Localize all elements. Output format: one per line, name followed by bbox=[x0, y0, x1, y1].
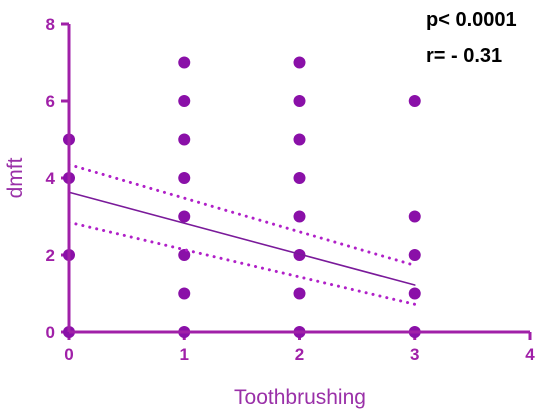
data-point bbox=[178, 95, 191, 107]
x-tick-label: 3 bbox=[410, 345, 419, 364]
data-point bbox=[293, 210, 306, 223]
y-tick-label: 2 bbox=[46, 246, 55, 265]
data-point bbox=[408, 287, 421, 300]
x-tick-label: 0 bbox=[64, 345, 73, 364]
confidence-band-lower bbox=[67, 220, 417, 306]
data-points bbox=[63, 56, 421, 338]
data-point bbox=[293, 56, 306, 69]
y-tick-label: 0 bbox=[46, 323, 55, 342]
x-tick-label: 1 bbox=[180, 345, 189, 364]
regression-line bbox=[68, 191, 416, 286]
y-axis-title: dmft bbox=[4, 157, 27, 198]
regression-lines bbox=[67, 163, 417, 306]
data-point bbox=[178, 172, 191, 184]
y-tick-label: 6 bbox=[46, 92, 55, 111]
y-tick-label: 8 bbox=[46, 15, 55, 34]
data-point bbox=[408, 95, 421, 107]
data-point bbox=[293, 133, 306, 146]
data-point bbox=[293, 172, 306, 184]
x-axis-title: Toothbrushing bbox=[234, 386, 366, 409]
data-point bbox=[293, 95, 306, 107]
r-value-annotation: r= - 0.31 bbox=[426, 45, 502, 67]
data-point bbox=[408, 210, 421, 223]
data-point bbox=[293, 249, 306, 261]
confidence-band-upper bbox=[67, 163, 417, 267]
x-tick-label: 2 bbox=[295, 345, 304, 364]
x-tick-label: 4 bbox=[525, 345, 535, 364]
data-point bbox=[178, 287, 191, 300]
data-point bbox=[178, 133, 191, 146]
data-point bbox=[293, 287, 306, 300]
data-point bbox=[408, 249, 421, 261]
p-value-annotation: p< 0.0001 bbox=[426, 9, 517, 31]
data-point bbox=[178, 210, 191, 223]
data-point bbox=[178, 56, 191, 69]
data-point bbox=[178, 249, 191, 261]
y-tick-label: 4 bbox=[46, 169, 56, 188]
